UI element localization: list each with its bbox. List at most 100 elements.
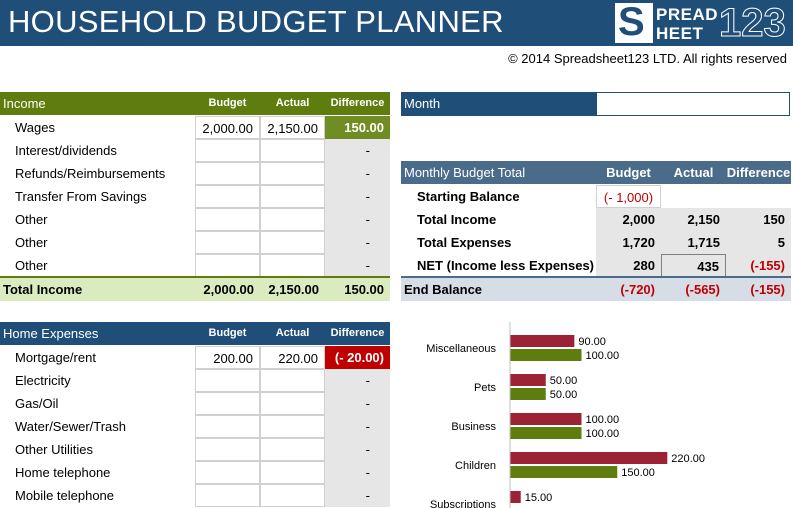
budget-column-header: Budget [208,327,247,339]
category-label: Subscriptions [430,499,497,508]
monthly-budget-total-header: Monthly Budget Total Budget Actual Diffe… [401,161,791,184]
bar-value-label: 90.00 [578,336,606,348]
actual-cell[interactable] [260,254,325,277]
row-label: Home telephone [15,465,111,480]
budget-cell[interactable] [195,162,260,185]
actual-cell[interactable] [260,185,325,208]
category-label: Business [451,421,496,433]
table-row: Home telephone - [0,461,390,484]
summary-row: Total Expenses 1,720 1,715 5 [401,231,791,254]
actual-cell[interactable] [260,208,325,231]
actual-bar [510,349,582,361]
difference-cell: - [325,369,390,392]
row-label: Wages [15,120,55,135]
actual-cell[interactable] [260,392,325,415]
expense-bar-chart: Miscellaneous 90.00 100.00 Pets 50.00 50.00 Bu… [426,322,705,508]
difference-cell: - [325,185,390,208]
budget-cell[interactable] [195,231,260,254]
income-header: Income Budget Actual Difference [0,92,390,115]
bar-value-label: 100.00 [586,350,620,362]
starting-balance-label: Starting Balance [417,189,520,204]
bar-value-label: 50.00 [550,389,578,401]
actual-cell[interactable]: 220.00 [260,346,325,369]
actual-cell[interactable]: 2,150.00 [260,116,325,139]
budget-cell[interactable] [195,369,260,392]
difference-column-header: Difference [330,97,385,109]
table-row: Refunds/Reimbursements - [0,162,390,185]
difference-cell: - [325,438,390,461]
budget-cell[interactable] [195,438,260,461]
table-row: Water/Sewer/Trash - [0,415,390,438]
budget-cell[interactable] [195,461,260,484]
actual-cell[interactable] [260,231,325,254]
end-balance-label: End Balance [404,282,483,297]
row-label: Other [15,212,48,227]
table-row: Other - [0,254,390,277]
total-income-difference: 150.00 [344,282,384,297]
table-row: Transfer From Savings - [0,185,390,208]
budget-column-header: Budget [208,97,247,109]
row-label: Electricity [15,373,71,388]
actual-bar [510,466,618,478]
difference-cell: - [325,461,390,484]
bar-value-label: 15.00 [525,492,553,504]
difference-cell: - [325,139,390,162]
row-label: Mobile telephone [15,488,115,503]
actual-bar [510,427,582,439]
budget-bar [510,452,668,464]
budget-cell[interactable] [195,139,260,162]
actual-cell[interactable] [260,461,325,484]
budget-cell[interactable] [195,484,260,507]
budget-cell[interactable]: 2,000.00 [195,116,260,139]
difference-cell: - [325,162,390,185]
row-label: Interest/dividends [15,143,117,158]
bar-value-label: 50.00 [550,375,578,387]
row-label: Other [15,258,48,273]
difference-cell: - [325,392,390,415]
row-label: Other Utilities [15,442,94,457]
category-label: Miscellaneous [426,343,496,355]
budget-cell[interactable] [195,392,260,415]
table-row: Other Utilities - [0,438,390,461]
budget-cell[interactable]: 200.00 [195,346,260,369]
summary-row: Total Income 2,000 2,150 150 [401,208,791,231]
summary-actual: 1,715 [661,231,726,254]
table-row: Other - [0,231,390,254]
difference-cell: - [325,254,390,277]
end-balance-actual: (-565) [661,278,726,301]
bar-value-label: 100.00 [586,428,620,440]
budget-cell[interactable] [195,254,260,277]
actual-column-header: Actual [275,97,310,109]
difference-cell: - [325,415,390,438]
actual-cell[interactable] [260,415,325,438]
end-balance-difference: (-155) [726,278,791,301]
difference-cell: - [325,208,390,231]
budget-cell[interactable] [195,415,260,438]
actual-bar [510,388,546,400]
category-label: Children [455,460,496,472]
row-label: Transfer From Savings [15,189,147,204]
difference-cell: (- 20.00) [325,346,390,369]
end-balance-row: End Balance (-720) (-565) (-155) [401,276,791,301]
title-bar [0,0,793,46]
actual-cell[interactable] [260,438,325,461]
table-row: Gas/Oil - [0,392,390,415]
budget-column-header: Budget [606,165,651,180]
summary-budget: 2,000 [596,208,661,231]
difference-cell: - [325,484,390,507]
summary-actual: 2,150 [661,208,726,231]
actual-cell[interactable] [260,162,325,185]
summary-difference: 150 [726,208,791,231]
month-input[interactable] [596,92,790,116]
row-label: Gas/Oil [15,396,59,411]
budget-cell[interactable] [195,185,260,208]
month-label: Month [401,92,596,116]
table-row: Mortgage/rent 200.00 220.00 (- 20.00) [0,346,390,369]
starting-balance-input[interactable]: (- 1,000) [596,185,661,208]
actual-cell[interactable] [260,369,325,392]
table-row: Wages 2,000.00 2,150.00 150.00 [0,116,390,139]
summary-label: NET (Income less Expenses) [417,258,595,273]
budget-cell[interactable] [195,208,260,231]
actual-cell[interactable] [260,484,325,507]
actual-cell[interactable] [260,139,325,162]
